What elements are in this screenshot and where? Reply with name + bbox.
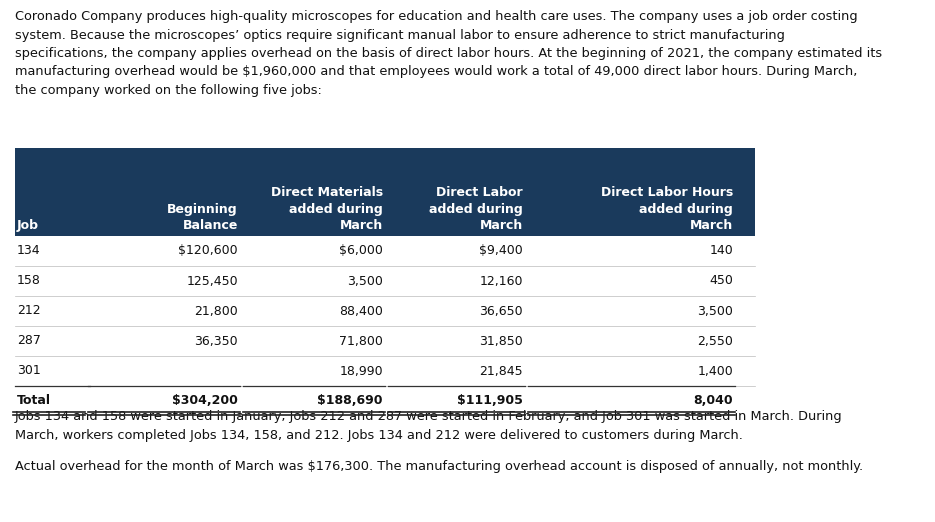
Text: 12,160: 12,160 xyxy=(480,275,523,288)
Bar xyxy=(15,148,755,236)
Text: 36,650: 36,650 xyxy=(480,304,523,317)
Text: 8,040: 8,040 xyxy=(694,395,733,408)
Text: 2,550: 2,550 xyxy=(698,335,733,348)
Text: 301: 301 xyxy=(17,364,41,377)
Text: 158: 158 xyxy=(17,275,41,288)
Text: 18,990: 18,990 xyxy=(339,364,383,377)
Text: 287: 287 xyxy=(17,335,41,348)
Text: 88,400: 88,400 xyxy=(339,304,383,317)
Text: 140: 140 xyxy=(710,244,733,257)
Text: Job: Job xyxy=(17,219,39,232)
Text: Direct Materials
added during
March: Direct Materials added during March xyxy=(271,186,383,232)
Text: Jobs 134 and 158 were started in January, Jobs 212 and 287 were started in Febru: Jobs 134 and 158 were started in January… xyxy=(15,410,842,442)
Text: $111,905: $111,905 xyxy=(457,395,523,408)
Text: $304,200: $304,200 xyxy=(172,395,238,408)
Text: $9,400: $9,400 xyxy=(480,244,523,257)
Text: Actual overhead for the month of March was $176,300. The manufacturing overhead : Actual overhead for the month of March w… xyxy=(15,460,863,473)
Text: $188,690: $188,690 xyxy=(318,395,383,408)
Text: 31,850: 31,850 xyxy=(480,335,523,348)
Text: Total: Total xyxy=(17,395,51,408)
Text: Beginning
Balance: Beginning Balance xyxy=(167,203,238,232)
Text: Direct Labor
added during
March: Direct Labor added during March xyxy=(429,186,523,232)
Text: 1,400: 1,400 xyxy=(698,364,733,377)
Text: 3,500: 3,500 xyxy=(698,304,733,317)
Bar xyxy=(15,236,755,416)
Text: 125,450: 125,450 xyxy=(186,275,238,288)
Text: 71,800: 71,800 xyxy=(339,335,383,348)
Text: 134: 134 xyxy=(17,244,40,257)
Text: $6,000: $6,000 xyxy=(339,244,383,257)
Text: 450: 450 xyxy=(709,275,733,288)
Text: 21,845: 21,845 xyxy=(480,364,523,377)
Text: 36,350: 36,350 xyxy=(194,335,238,348)
Text: 21,800: 21,800 xyxy=(194,304,238,317)
Text: Direct Labor Hours
added during
March: Direct Labor Hours added during March xyxy=(601,186,733,232)
Text: 3,500: 3,500 xyxy=(347,275,383,288)
Text: Coronado Company produces high-quality microscopes for education and health care: Coronado Company produces high-quality m… xyxy=(15,10,882,97)
Text: $120,600: $120,600 xyxy=(179,244,238,257)
Text: 212: 212 xyxy=(17,304,40,317)
